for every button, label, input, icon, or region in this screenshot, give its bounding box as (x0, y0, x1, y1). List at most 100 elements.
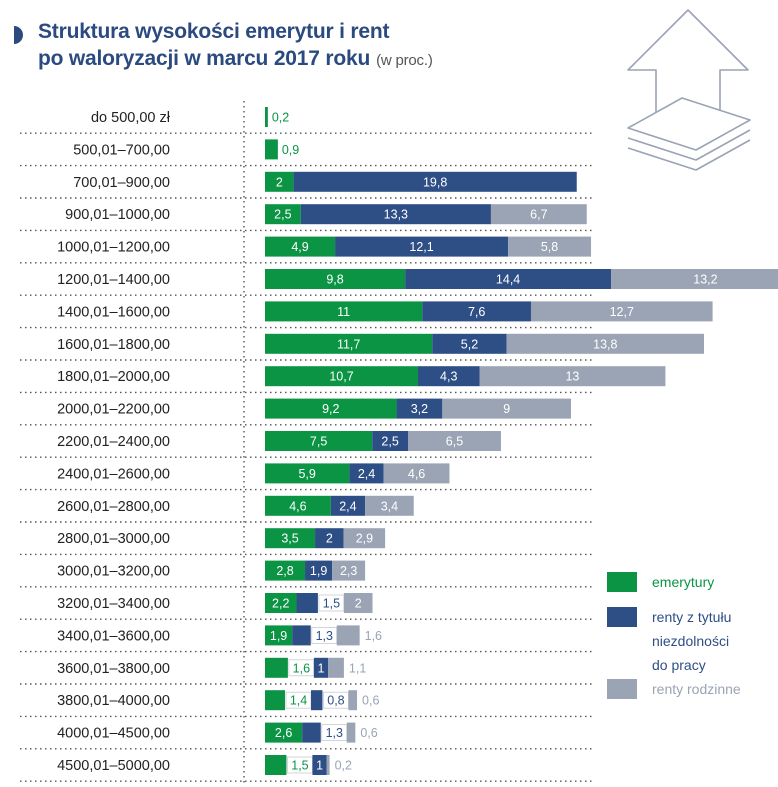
data-label-renty-niezdolnosci: 12,1 (409, 240, 433, 254)
data-label-emerytury: 2,2 (272, 597, 289, 611)
bar-renty-niezdolnosci (293, 171, 577, 192)
bar-renty-niezdolnosci (418, 366, 480, 387)
data-label-renty-niezdolnosci: 19,8 (423, 175, 447, 189)
bar-renty-niezdolnosci (300, 204, 491, 225)
bar-renty-rodzinne (365, 495, 414, 516)
data-label-renty-niezdolnosci: 1,3 (316, 629, 333, 643)
category-label: 3600,01–3800,00 (57, 661, 170, 677)
data-label-emerytury: 10,7 (329, 370, 353, 384)
data-label-renty-rodzinne: 2 (355, 597, 362, 611)
bar-emerytury (265, 366, 419, 387)
chart-title: Struktura wysokości emerytur i rent (38, 20, 390, 43)
chart-unit: (w proc.) (376, 52, 433, 69)
data-label-emerytury: 3,5 (281, 532, 298, 546)
legend-label-renty-rodzinne: renty rodzinne (652, 681, 741, 697)
bar-renty-rodzinne (326, 755, 330, 775)
data-label-renty-rodzinne: 6,5 (446, 435, 463, 449)
data-label-renty-rodzinne: 4,6 (408, 467, 425, 481)
bar-emerytury (265, 625, 293, 646)
bar-renty-rodzinne (346, 722, 356, 743)
bar-renty-rodzinne (506, 333, 705, 354)
bar-renty-niezdolnosci (335, 236, 509, 257)
chart-subtitle: po waloryzacji w marcu 2017 roku (w proc.… (38, 47, 433, 71)
bar-renty-niezdolnosci (349, 463, 384, 484)
bar-renty-niezdolnosci (405, 269, 612, 289)
bar-renty-niezdolnosci (292, 625, 311, 646)
data-label-renty-niezdolnosci: 14,4 (496, 273, 520, 287)
bar-emerytury (265, 528, 316, 549)
data-label-renty-niezdolnosci: 2,4 (339, 499, 356, 513)
category-label: 3800,01–4000,00 (57, 693, 170, 709)
bar-emerytury (265, 560, 306, 581)
data-label-renty-niezdolnosci: 1,5 (323, 597, 340, 611)
data-label-renty-niezdolnosci: 2,4 (358, 467, 375, 481)
category-label: 1800,01–2000,00 (57, 369, 170, 385)
data-label-renty-rodzinne: 1,1 (349, 661, 366, 675)
category-label: 2400,01–2600,00 (57, 466, 170, 482)
bar-renty-rodzinne (328, 657, 344, 678)
bar-renty-rodzinne (383, 463, 450, 484)
bar-renty-rodzinne (508, 236, 592, 257)
data-label-renty-rodzinne: 13,8 (593, 337, 617, 351)
legend-swatch-renty-niezdolnosci (607, 607, 637, 627)
bar-renty-rodzinne (343, 528, 386, 549)
bar-renty-rodzinne (343, 593, 373, 613)
category-label: 3000,01–3200,00 (57, 564, 170, 580)
data-label-renty-rodzinne: 2,9 (356, 532, 373, 546)
bar-emerytury (265, 204, 301, 225)
category-label: 4500,01–5000,00 (57, 758, 170, 774)
bar-renty-niezdolnosci (396, 398, 443, 419)
legend-label-renty-niezdolnosci: renty z tytułu (652, 609, 731, 625)
bar-emerytury (265, 107, 268, 127)
bar-renty-niezdolnosci (330, 495, 366, 516)
bar-renty-rodzinne (348, 690, 358, 711)
category-label: 3400,01–3600,00 (57, 628, 170, 644)
data-label-emerytury: 9,8 (326, 273, 343, 287)
bar-renty-rodzinne (490, 204, 587, 225)
data-label-renty-rodzinne: 12,7 (610, 305, 634, 319)
arrow-up-stack-icon (627, 9, 751, 171)
chart-subtitle-text: po waloryzacji w marcu 2017 roku (38, 47, 371, 70)
bar-emerytury (265, 269, 406, 289)
legend-swatch-emerytury (607, 572, 637, 592)
data-label-renty-niezdolnosci: 13,3 (384, 208, 408, 222)
data-label-renty-rodzinne: 0,6 (360, 726, 377, 740)
bar-emerytury (265, 755, 287, 775)
bar-emerytury (265, 690, 286, 711)
category-label: 2000,01–2200,00 (57, 402, 170, 418)
bar-renty-niezdolnosci (372, 431, 408, 451)
bar-emerytury (265, 171, 294, 192)
data-label-emerytury: 4,9 (291, 240, 308, 254)
bar-emerytury (265, 301, 423, 322)
category-label: do 500,00 zł (91, 110, 171, 126)
bar-emerytury (265, 139, 278, 160)
data-label-emerytury: 0,9 (282, 143, 299, 157)
data-label-emerytury: 2,5 (274, 208, 291, 222)
data-label-emerytury: 1,6 (293, 661, 310, 675)
category-label: 500,01–700,00 (73, 142, 170, 158)
bar-renty-niezdolnosci (305, 560, 333, 581)
category-label: 1000,01–1200,00 (57, 240, 170, 256)
bar-emerytury (265, 431, 373, 451)
bar-emerytury (265, 722, 303, 743)
data-label-renty-niezdolnosci: 1 (318, 661, 325, 675)
data-label-emerytury: 11,7 (337, 337, 360, 351)
data-label-renty-rodzinne: 1,6 (365, 629, 382, 643)
data-label-renty-rodzinne: 2,3 (340, 564, 357, 578)
data-label-renty-niezdolnosci: 1,9 (310, 564, 327, 578)
bar-renty-rodzinne (442, 398, 572, 419)
bar-renty-niezdolnosci (302, 722, 321, 743)
data-label-emerytury: 9,2 (322, 402, 339, 416)
data-label-renty-rodzinne: 13 (565, 370, 579, 384)
category-label: 2200,01–2400,00 (57, 434, 170, 450)
bar-emerytury (265, 657, 288, 678)
data-label-renty-rodzinne: 9 (503, 402, 510, 416)
category-label: 2600,01–2800,00 (57, 499, 170, 515)
data-label-renty-rodzinne: 6,7 (530, 208, 547, 222)
category-label: 1200,01–1400,00 (57, 272, 170, 288)
data-label-renty-rodzinne: 13,2 (693, 273, 717, 287)
category-label: 2800,01–3000,00 (57, 531, 170, 547)
data-label-emerytury: 1,4 (290, 694, 307, 708)
data-label-renty-niezdolnosci: 1,3 (326, 726, 343, 740)
